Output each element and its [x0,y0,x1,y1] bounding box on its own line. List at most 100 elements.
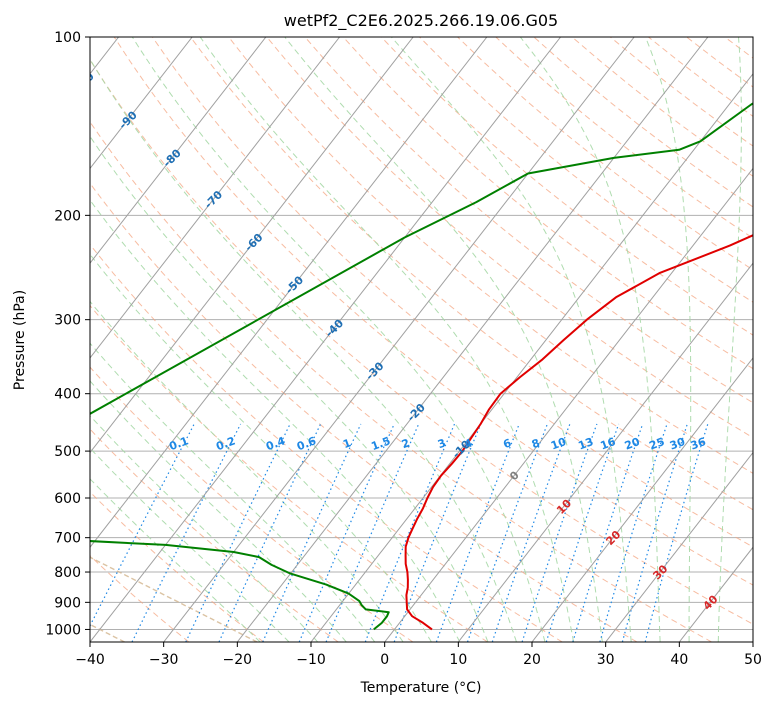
x-tick-label: 0 [380,652,389,668]
y-tick-label: 200 [54,208,81,224]
mixing-ratio-line [521,423,598,642]
y-tick-label: 400 [54,387,81,403]
moist-adiabat-line [284,37,603,642]
mixing-ratio-label: 0.1 [167,434,190,453]
isotherm-line [605,451,753,642]
mixing-ratio-line [185,423,291,642]
y-tick-label: 800 [54,565,81,581]
mixing-ratio-label: 20 [623,435,642,453]
isotherm-line [90,37,340,359]
moist-adiabat-line [90,478,261,642]
dry-adiabat-line [90,243,563,642]
dry-adiabat-line [90,554,190,642]
mixing-ratio-line [364,423,456,642]
x-tick-label: −30 [149,652,179,668]
mixing-ratio-label: 4 [463,436,475,451]
isotherms [90,37,753,642]
isotherm-line [90,37,267,264]
isotherm-line [531,357,753,642]
mixing-ratio-line [393,423,482,642]
isotherm-line [163,37,635,642]
mixing-ratio-label: 8 [530,436,542,451]
mixing-ratio-label: 6 [501,436,513,451]
mixing-ratio-line [435,423,520,642]
dry-adiabat-line [90,304,488,642]
y-tick-label: 700 [54,531,81,547]
isotherm-line [384,167,753,642]
mixing-ratio-label: 2 [400,436,412,451]
moist-adiabat-line [90,447,290,642]
x-axis-label: Temperature (°C) [360,680,482,696]
x-tick-label: −40 [75,652,105,668]
mixing-ratio-label: 1 [341,436,353,451]
mixing-ratio-label: 30 [668,435,687,453]
moist-adiabat-line [90,135,489,642]
x-tick-label: −20 [223,652,253,668]
x-tick-label: 40 [670,652,688,668]
dry-adiabat-line [419,37,753,303]
moist-adiabats [90,37,742,642]
y-tick-label: 300 [54,313,81,329]
y-tick-label: 500 [54,444,81,460]
mixing-ratio-label: 0.2 [214,434,237,453]
mixing-ratio-line [325,423,420,642]
mixing-ratio-label: 0.4 [264,434,287,453]
x-axis-ticks: −40 −30 −20 −10 0 10 20 30 40 50 [75,642,762,668]
moist-adiabat-line [90,300,404,642]
dry-adiabat-line [90,182,638,642]
dry-adiabat-line [380,37,753,336]
mixing-ratio-line [262,423,362,642]
y-tick-label: 100 [54,30,81,46]
mixing-ratio-label: 13 [576,435,595,452]
isotherm-line [90,37,193,170]
moist-adiabat-line [645,37,692,642]
y-axis-ticks: 100 200 300 400 500 600 700 800 900 1000 [45,30,90,638]
mixing-ratio-line [599,423,668,642]
temperature-profile-line [404,234,753,631]
dry-adiabat-line [90,121,712,642]
plot-frame [89,36,754,643]
mixing-ratio-label: 1.5 [369,434,392,453]
mixing-ratio-line [491,423,571,642]
dry-adiabat-line [228,37,753,474]
moist-adiabat-line [519,37,661,642]
mixing-ratio-line [131,423,242,642]
x-tick-label: 10 [449,652,467,668]
lcl-curve-line [90,556,258,642]
x-tick-label: 20 [523,652,541,668]
mixing-ratio-line [218,423,322,642]
mixing-ratio-line [298,423,395,642]
plot-area: -100-90-80-70-60-50-40-30-20-10010203040… [90,37,753,642]
moist-adiabat-line [199,37,575,642]
mixing-ratio-label: 0.6 [295,434,318,453]
dry-adiabat-line [190,37,753,511]
moist-adiabat-line [90,414,319,642]
y-tick-label: 1000 [45,622,81,638]
isotherm-line [310,72,753,642]
isotherm-line [90,37,561,642]
moist-adiabat-line [391,37,632,642]
sounding-series [90,102,753,631]
dry-adiabat-line [113,37,753,586]
isotherm-line [457,262,753,642]
moist-adiabat-line [90,58,517,642]
dewpoint-profile-line [90,102,753,631]
mixing-ratio-label: 3 [436,436,448,451]
mixing-ratio-label: 25 [648,435,667,452]
x-tick-label: −10 [296,652,326,668]
chart-title: wetPf2_C2E6.2025.266.19.06.G05 [284,11,558,31]
mixing-ratio-label: 10 [549,435,568,453]
moist-adiabat-line [90,342,376,642]
y-tick-label: 900 [54,595,81,611]
mixing-ratio-labels: 0.1 0.2 0.4 0.6 1 1.5 2 3 4 6 8 10 13 16 20 25 30 36 [167,434,707,453]
lcl-curves [90,556,258,642]
isotherm-line [236,37,709,642]
x-tick-label: 50 [744,652,762,668]
isotherm-line [90,37,414,454]
moist-adiabat-line [131,37,546,642]
dry-adiabat-line [90,58,753,625]
moist-adiabat-line [90,199,461,642]
mixing-ratio-label: 16 [599,435,618,453]
y-tick-label: 600 [54,491,81,507]
